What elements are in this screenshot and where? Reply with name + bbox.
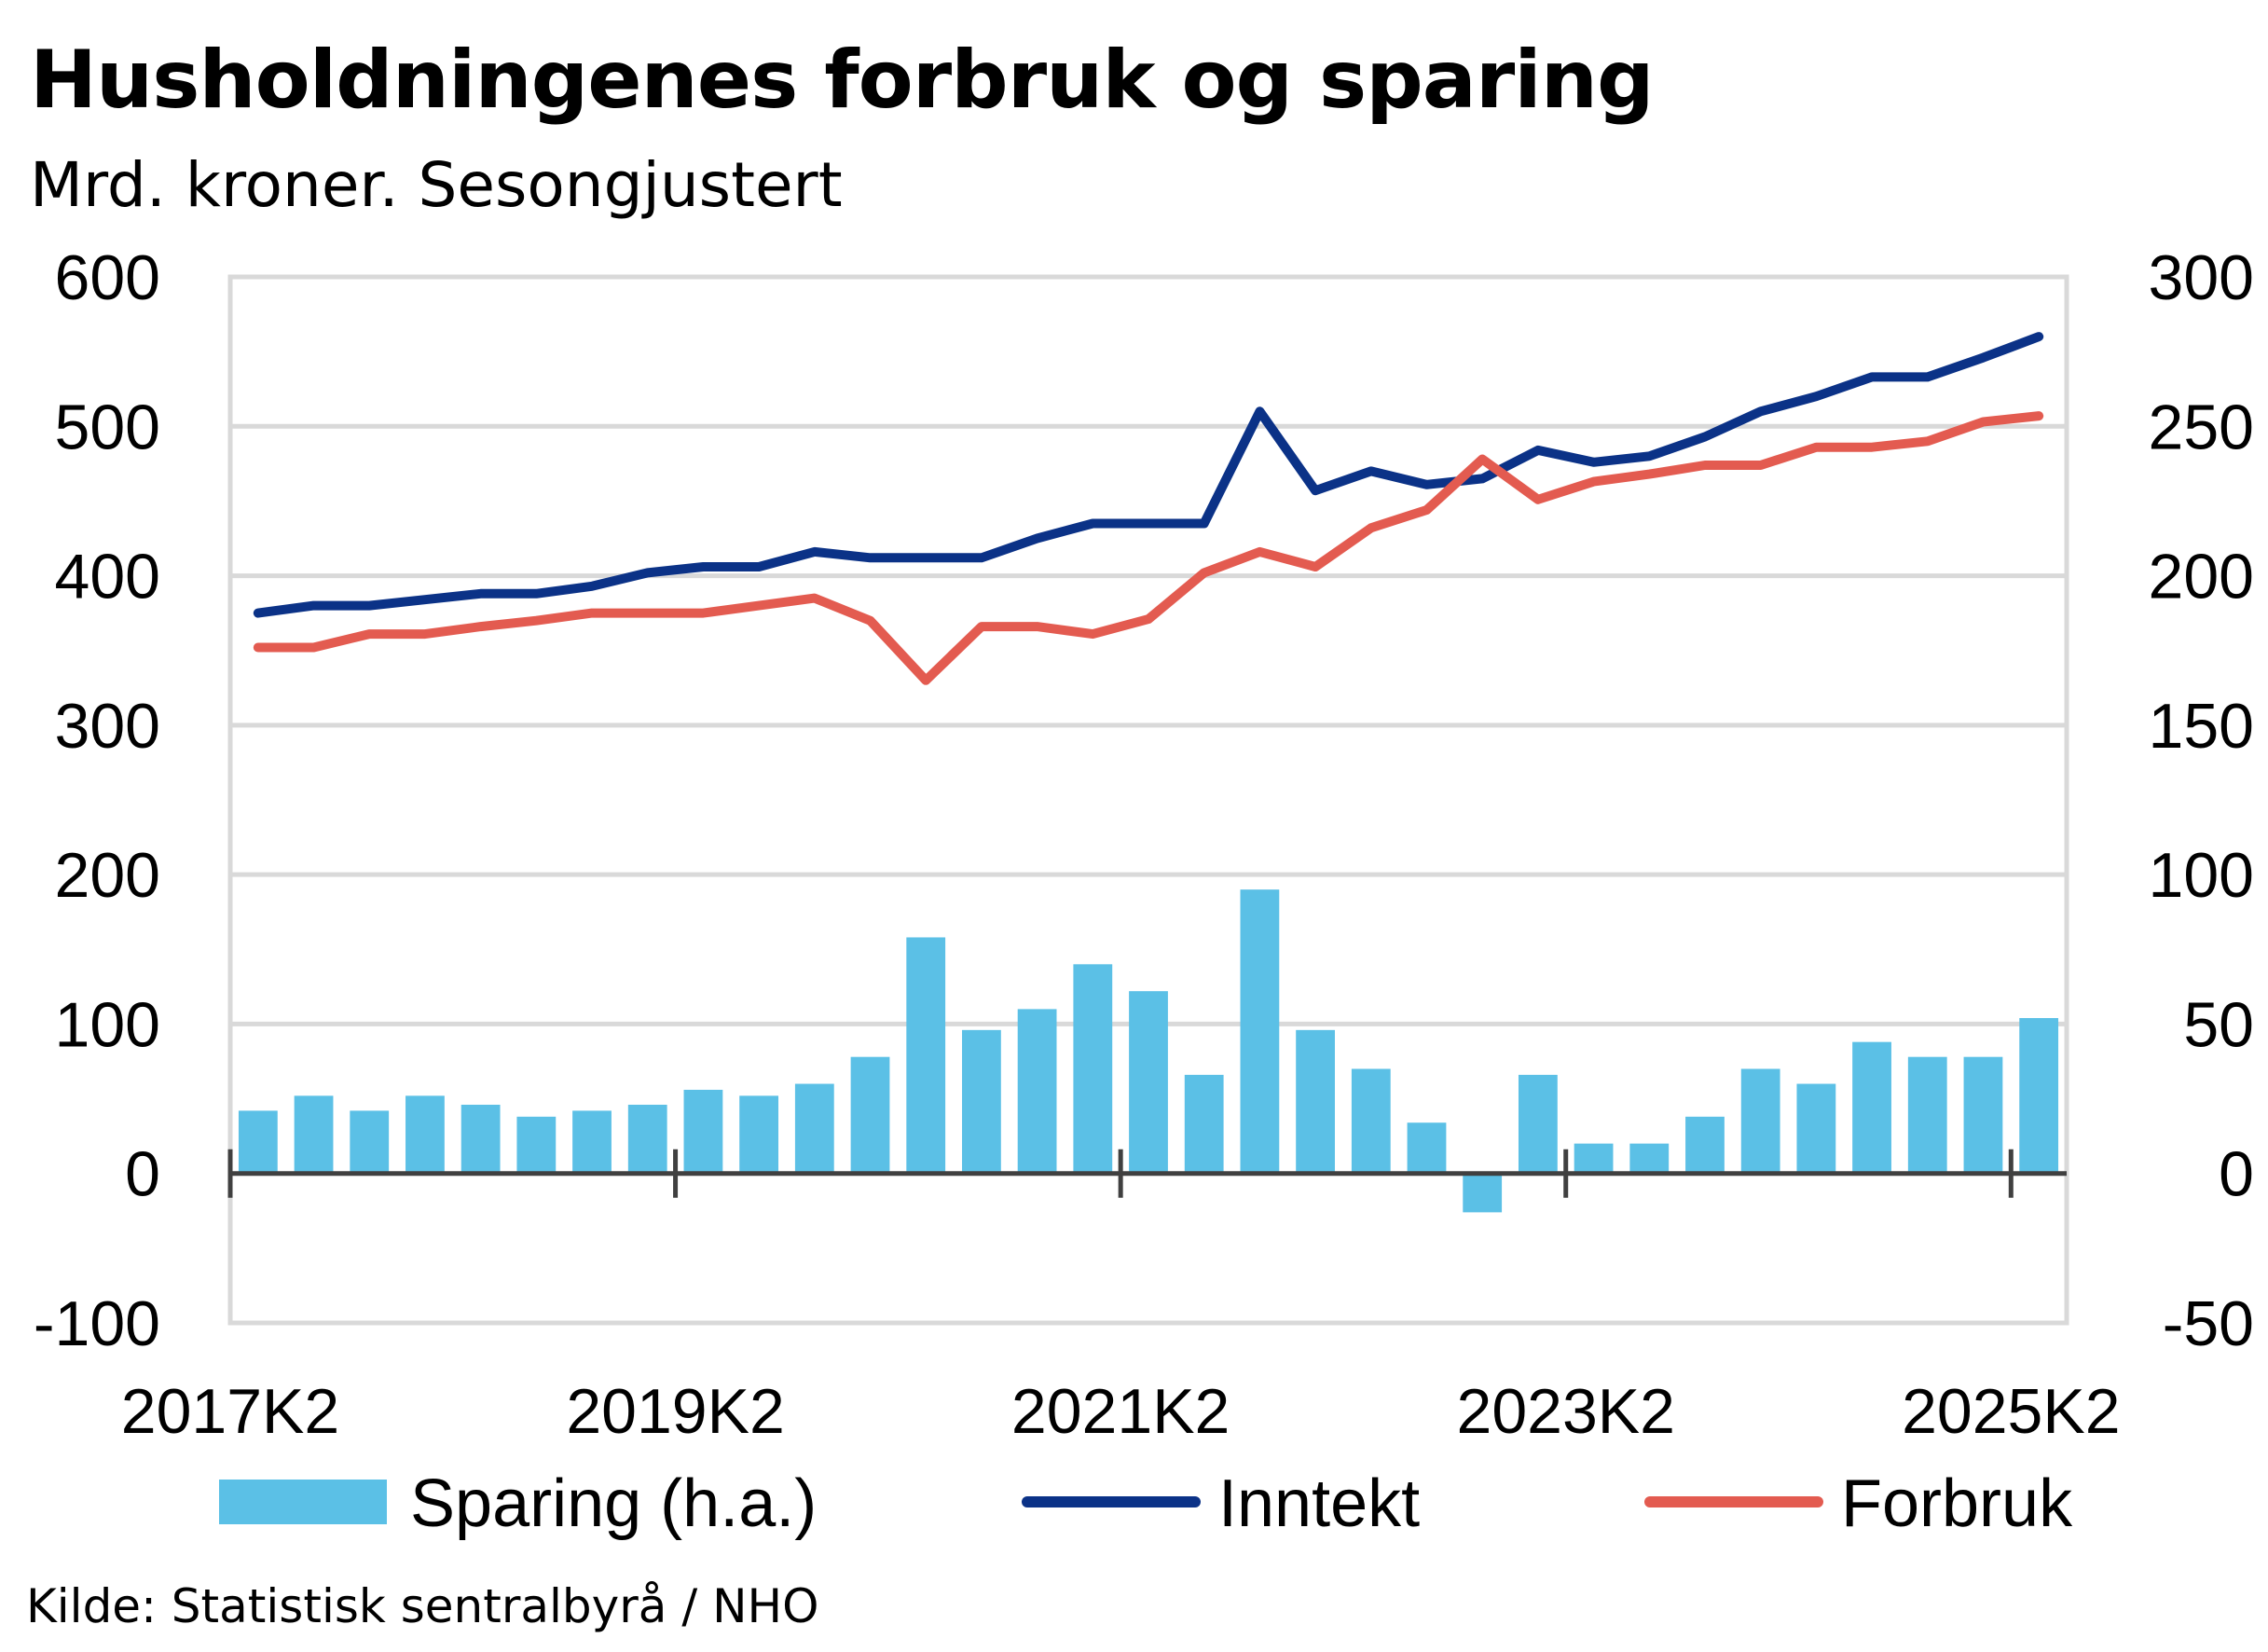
plot-frame xyxy=(227,274,2069,1326)
y-right-tick-label: 0 xyxy=(2219,1139,2254,1210)
bar-sparing xyxy=(1518,1074,1558,1174)
y-left-tick-label: 0 xyxy=(125,1139,160,1210)
y-left-tick-label: 600 xyxy=(55,242,160,313)
tick-labels: 6005004003002001000-10030025020015010050… xyxy=(34,242,2254,1447)
bar-sparing xyxy=(1574,1143,1614,1174)
bar-sparing xyxy=(739,1095,779,1174)
x-tick-label: 2019K2 xyxy=(566,1376,784,1447)
y-right-tick-label: 300 xyxy=(2149,242,2254,313)
bar-sparing xyxy=(294,1095,334,1174)
bar-sparing xyxy=(1351,1068,1391,1174)
y-left-tick-label: 400 xyxy=(55,542,160,613)
x-tick-label: 2023K2 xyxy=(1457,1376,1675,1447)
y-right-tick-label: 250 xyxy=(2149,392,2254,462)
x-tick-label: 2021K2 xyxy=(1011,1376,1230,1447)
x-tick-label: 2017K2 xyxy=(121,1376,339,1447)
bar-sparing xyxy=(350,1110,390,1174)
bar-sparing xyxy=(460,1104,501,1174)
bar-sparing xyxy=(1296,1029,1335,1174)
bar-sparing xyxy=(2019,1018,2059,1174)
bar-sparing xyxy=(1240,889,1280,1174)
chart-subtitle: Mrd. kroner. Sesongjustert xyxy=(30,149,843,221)
source-note: Kilde: Statistisk sentralbyrå / NHO xyxy=(26,1579,819,1633)
legend-label: Inntekt xyxy=(1218,1466,1420,1541)
line-forbruk xyxy=(253,411,2044,685)
bar-sparing xyxy=(1685,1116,1725,1174)
bar-sparing xyxy=(1629,1143,1670,1174)
y-right-tick-label: 100 xyxy=(2149,840,2254,911)
bar-sparing xyxy=(1740,1068,1780,1174)
legend-swatch-sparing xyxy=(219,1480,387,1524)
y-left-tick-label: -100 xyxy=(34,1288,160,1359)
y-right-tick-label: 150 xyxy=(2149,691,2254,762)
bar-sparing xyxy=(238,1110,278,1174)
bar-sparing xyxy=(1407,1122,1447,1174)
bar-sparing xyxy=(683,1089,723,1174)
y-left-tick-label: 300 xyxy=(55,691,160,762)
y-left-tick-label: 100 xyxy=(55,989,160,1060)
bar-sparing xyxy=(1017,1009,1057,1174)
chart-title: Husholdningenes forbruk og sparing xyxy=(30,34,1655,127)
legend-label: Sparing (h.a.) xyxy=(410,1466,817,1541)
bar-sparing xyxy=(627,1104,667,1174)
y-left-tick-label: 500 xyxy=(55,392,160,462)
bar-sparing xyxy=(850,1056,890,1174)
y-right-tick-label: 200 xyxy=(2149,542,2254,613)
line-series xyxy=(253,332,2044,685)
bar-sparing xyxy=(962,1029,1001,1174)
y-right-tick-label: 50 xyxy=(2183,989,2254,1060)
y-right-tick-label: -50 xyxy=(2163,1288,2254,1359)
bar-sparing xyxy=(1852,1041,1891,1174)
bar-sparing xyxy=(1963,1056,2003,1174)
x-tick-label: 2025K2 xyxy=(1902,1376,2120,1447)
bar-sparing xyxy=(572,1110,612,1174)
bar-sparing xyxy=(405,1095,445,1174)
y-left-tick-label: 200 xyxy=(55,840,160,911)
bar-series-sparing xyxy=(238,889,2059,1213)
bar-sparing xyxy=(794,1083,834,1174)
line-inntekt xyxy=(253,332,2044,618)
bar-sparing xyxy=(906,937,946,1174)
bar-sparing xyxy=(1184,1074,1224,1174)
bar-sparing xyxy=(1463,1173,1503,1213)
bar-sparing xyxy=(1129,991,1168,1174)
legend: Sparing (h.a.) Inntekt Forbruk xyxy=(219,1466,2073,1541)
bar-sparing xyxy=(1796,1083,1836,1174)
bar-sparing xyxy=(516,1116,557,1174)
zero-axis xyxy=(227,1149,2067,1198)
legend-label: Forbruk xyxy=(1841,1466,2073,1541)
bar-sparing xyxy=(1073,964,1113,1174)
bar-sparing xyxy=(1907,1056,1947,1174)
